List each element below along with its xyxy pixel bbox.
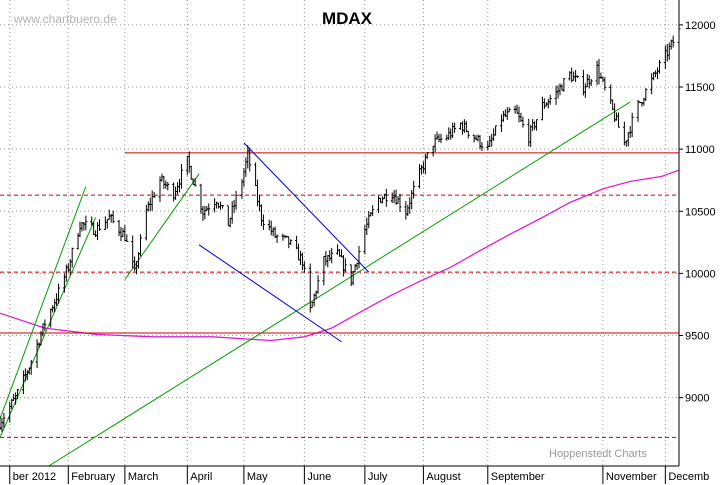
price-bar <box>343 258 347 273</box>
price-bar <box>234 190 238 210</box>
moving-average-layer <box>0 169 680 342</box>
x-tick-label: September <box>491 471 545 483</box>
price-bar <box>275 234 279 243</box>
price-bar <box>412 180 416 199</box>
price-bar <box>617 112 621 128</box>
price-bar <box>261 214 265 231</box>
price-bar <box>43 319 47 332</box>
price-bar <box>70 247 74 268</box>
x-tick-label: ber 2012 <box>13 471 56 483</box>
y-tick-label: 9500 <box>685 331 709 343</box>
price-bar <box>29 359 33 375</box>
price-bar <box>507 107 511 113</box>
y-tick-label: 10500 <box>685 206 716 218</box>
price-bar <box>521 116 525 128</box>
trend-line <box>0 186 87 419</box>
price-bar <box>125 234 129 242</box>
price-bar <box>384 188 388 207</box>
credit-label: Hoppenstedt Charts <box>549 448 647 460</box>
x-tick-label: March <box>128 471 159 483</box>
x-tick-label: July <box>368 471 388 483</box>
price-bar <box>152 192 156 198</box>
price-bar <box>480 142 484 152</box>
price-bar <box>494 125 498 136</box>
price-bars-layer <box>0 24 681 432</box>
x-tick-label: May <box>247 471 268 483</box>
y-tick-label: 9000 <box>685 393 709 405</box>
horizontal-lines-layer <box>0 152 679 438</box>
channel-line <box>243 142 370 273</box>
price-bar <box>316 275 320 294</box>
price-bar <box>562 77 566 92</box>
price-bar <box>535 119 539 131</box>
price-bar <box>671 35 675 48</box>
watermark: www.chartbuero.de <box>13 12 117 26</box>
price-bar <box>330 247 334 264</box>
price-bar <box>357 246 361 269</box>
x-tick-label: February <box>71 471 116 483</box>
trend-line <box>48 101 631 467</box>
price-bar <box>302 261 306 273</box>
y-tick-label: 12000 <box>685 20 716 32</box>
price-bar <box>193 178 197 187</box>
price-bar <box>207 203 211 216</box>
price-bar <box>657 59 661 74</box>
price-bar <box>84 215 88 231</box>
price-bar <box>57 283 61 304</box>
y-tick-label: 11500 <box>685 82 715 94</box>
price-bar <box>398 193 402 213</box>
price-bar <box>425 152 429 159</box>
price-bar <box>98 219 102 231</box>
price-bar <box>453 122 457 133</box>
price-bar <box>111 210 115 224</box>
price-bar <box>248 147 252 172</box>
x-tick-label: June <box>307 471 331 483</box>
y-tick-label: 10000 <box>685 268 716 280</box>
price-bar <box>16 388 20 400</box>
price-bar <box>644 88 648 101</box>
price-bar <box>630 112 634 137</box>
price-bar <box>2 413 6 428</box>
price-bar <box>138 234 142 257</box>
x-tick-label: Decemb <box>668 471 709 483</box>
price-bar <box>371 205 375 217</box>
x-tick-label: April <box>190 471 212 483</box>
price-bar <box>166 181 170 191</box>
x-tick-label: November <box>606 471 657 483</box>
y-tick-label: 11000 <box>685 144 715 156</box>
price-bar <box>220 204 224 209</box>
price-bar <box>576 75 580 78</box>
moving-average-line <box>0 169 680 342</box>
price-bar <box>603 77 607 91</box>
x-tick-label: August <box>426 471 460 483</box>
price-bar <box>179 163 183 189</box>
trend-line <box>124 173 200 280</box>
chart-title: MDAX <box>322 9 373 28</box>
price-bar <box>466 130 470 139</box>
channel-line <box>198 244 342 343</box>
price-bar <box>289 239 293 245</box>
price-bar <box>589 78 593 87</box>
price-bar <box>548 94 552 105</box>
price-bar <box>439 133 443 144</box>
